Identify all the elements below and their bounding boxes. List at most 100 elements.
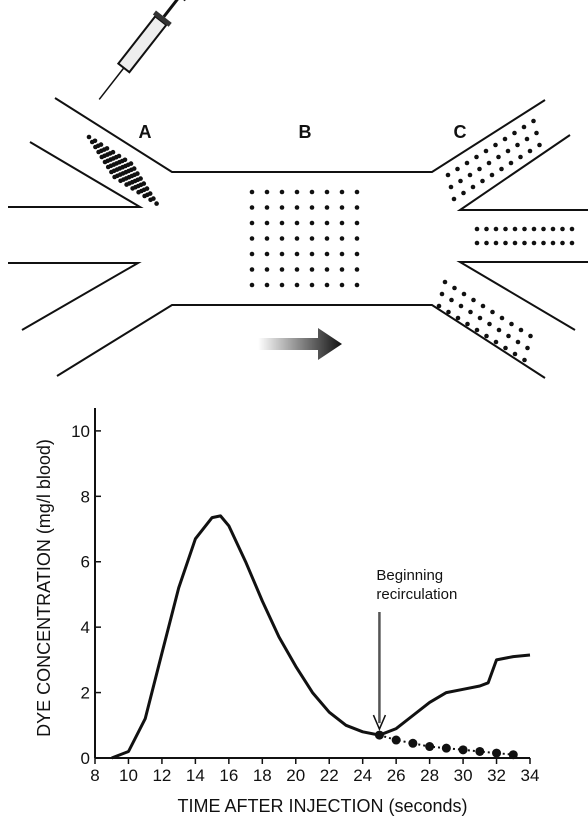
dye-dot — [512, 226, 518, 232]
dye-dot — [493, 226, 499, 232]
x-tick-label: 18 — [253, 766, 272, 785]
y-tick-label: 8 — [81, 487, 90, 506]
dye-dot — [521, 124, 527, 130]
x-tick-label: 32 — [487, 766, 506, 785]
dye-dot — [550, 226, 556, 232]
vessel-wall — [8, 141, 144, 208]
dye-dot — [339, 267, 345, 272]
dye-dot — [503, 345, 508, 351]
dye-dot — [489, 172, 495, 178]
data-point — [391, 735, 401, 745]
dye-dot — [354, 189, 360, 195]
y-tick-label: 4 — [81, 618, 90, 637]
dye-dot — [309, 189, 315, 195]
dye-dot — [493, 339, 499, 345]
dye-dot — [249, 205, 255, 210]
dye-dot — [477, 315, 483, 321]
dye-dot — [505, 148, 511, 154]
dye-dot — [249, 282, 255, 288]
dye-dot — [339, 220, 345, 226]
dye-dot — [439, 291, 445, 297]
dye-dot — [474, 154, 479, 160]
curve — [111, 514, 380, 760]
dye-dot — [484, 333, 489, 339]
dye-dot — [279, 236, 285, 241]
dye-dot — [468, 309, 473, 315]
dye-dot — [354, 251, 360, 257]
data-point — [374, 730, 384, 740]
dye-dot — [339, 251, 345, 257]
dye-dot — [493, 240, 499, 246]
dye-dot — [309, 267, 315, 272]
annotation: Beginning — [376, 567, 443, 584]
dye-dot — [474, 327, 480, 333]
dye-dot — [249, 189, 255, 195]
vessel-diagram: A B C — [8, 0, 588, 379]
dye-dot — [484, 226, 489, 232]
dye-dot — [449, 297, 454, 303]
dye-dot — [477, 166, 482, 172]
dye-dot — [294, 236, 300, 241]
label-c: C — [454, 122, 467, 142]
dye-dot — [569, 240, 575, 246]
dye-dot — [527, 148, 533, 154]
dye-dot — [138, 176, 143, 181]
dye-dot — [339, 236, 345, 241]
dye-dot — [354, 267, 360, 272]
dye-dot — [249, 267, 255, 272]
dye-dot — [131, 166, 137, 171]
dye-dot — [147, 191, 153, 196]
dye-dot — [294, 282, 300, 288]
dye-dot — [354, 220, 360, 226]
dye-dot — [309, 251, 315, 257]
dye-dot — [324, 220, 330, 226]
dye-dot — [154, 201, 159, 206]
curve — [378, 653, 531, 737]
dye-dot — [509, 321, 514, 327]
data-point — [458, 745, 468, 755]
x-tick-label: 16 — [219, 766, 238, 785]
dye-dot — [110, 149, 116, 155]
dye-dot — [294, 189, 300, 195]
label-b: B — [299, 122, 312, 142]
dye-dot — [339, 282, 345, 288]
dye-dot — [541, 240, 546, 246]
dye-dot — [502, 136, 508, 142]
dye-dot — [104, 146, 110, 151]
dye-dot — [550, 240, 556, 246]
dye-dot — [442, 279, 448, 285]
dye-dot — [339, 189, 345, 195]
dye-dot — [528, 333, 533, 339]
dye-dot — [522, 357, 527, 363]
dye-dot — [486, 160, 492, 166]
dye-dot — [522, 226, 527, 232]
dye-dot — [522, 240, 527, 246]
dye-dot — [264, 220, 270, 226]
y-tick-label: 6 — [81, 553, 90, 572]
dye-dot — [116, 153, 122, 159]
dye-dot — [98, 142, 104, 147]
annotation: recirculation — [376, 586, 457, 603]
data-point — [508, 750, 518, 760]
y-tick-label: 2 — [81, 684, 90, 703]
dye-dot — [490, 309, 495, 315]
x-tick-label: 14 — [186, 766, 205, 785]
dye-dot — [458, 178, 463, 184]
dye-dots — [86, 118, 575, 363]
dye-dot — [264, 189, 270, 195]
dye-dot — [461, 190, 466, 196]
dye-dot — [135, 171, 140, 176]
dye-dot — [503, 240, 508, 246]
syringe — [98, 0, 188, 100]
dye-dot — [560, 226, 565, 232]
x-tick-label: 22 — [320, 766, 339, 785]
dye-dot — [294, 205, 300, 210]
dye-dot — [496, 327, 502, 333]
dye-dot — [518, 154, 523, 160]
dye-dot — [128, 161, 134, 166]
x-tick-label: 10 — [119, 766, 138, 785]
label-a: A — [139, 122, 152, 142]
dye-dot — [279, 189, 285, 195]
x-tick-label: 24 — [353, 766, 372, 785]
